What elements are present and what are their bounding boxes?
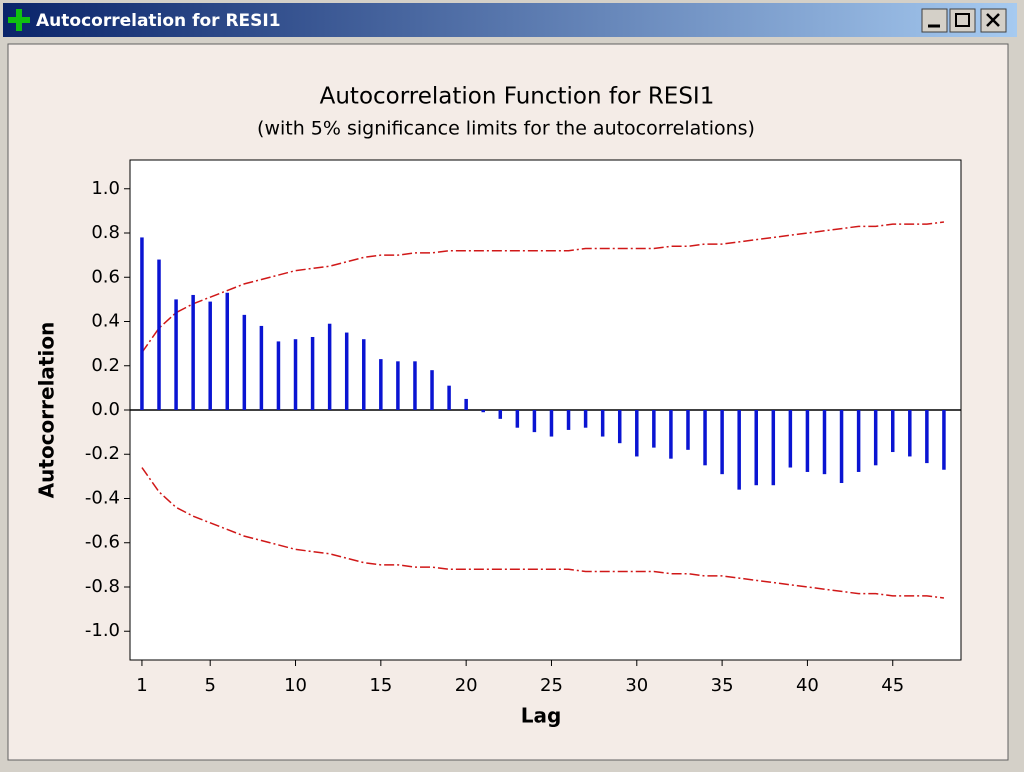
acf-bar bbox=[873, 410, 878, 466]
acf-bar bbox=[720, 410, 724, 475]
y-tick-label: 0.4 bbox=[91, 311, 120, 332]
app-icon bbox=[8, 9, 30, 31]
acf-bar bbox=[669, 410, 673, 459]
acf-bar bbox=[481, 410, 485, 413]
acf-bar bbox=[617, 410, 622, 444]
acf-bar bbox=[242, 314, 247, 410]
y-tick-label: -0.2 bbox=[85, 443, 120, 464]
acf-bar bbox=[276, 341, 281, 410]
acf-bar bbox=[754, 410, 758, 486]
x-tick-label: 20 bbox=[455, 675, 478, 696]
lower-significance-limit bbox=[141, 467, 945, 599]
acf-bar bbox=[600, 410, 605, 437]
y-tick-label: 0.6 bbox=[91, 266, 120, 287]
acf-bar bbox=[396, 361, 400, 410]
acf-bar bbox=[447, 385, 451, 410]
acf-bar bbox=[344, 332, 349, 410]
acf-bar bbox=[839, 410, 844, 484]
acf-bar bbox=[566, 410, 571, 430]
x-tick-label: 35 bbox=[711, 675, 734, 696]
acf-bar bbox=[157, 259, 161, 410]
upper-significance-limit bbox=[141, 221, 945, 353]
acf-bar bbox=[379, 359, 383, 410]
y-tick-label: -0.6 bbox=[85, 532, 120, 553]
acf-bar bbox=[259, 325, 264, 410]
acf-bar bbox=[225, 292, 230, 410]
y-tick-label: -1.0 bbox=[85, 620, 120, 641]
acf-bar bbox=[430, 370, 434, 410]
acf-bar bbox=[771, 410, 776, 486]
acf-bar bbox=[942, 410, 946, 470]
maximize-button[interactable] bbox=[949, 8, 976, 33]
acf-bar bbox=[890, 410, 895, 453]
acf-bar bbox=[532, 410, 537, 433]
acf-bar bbox=[498, 410, 503, 419]
acf-bar bbox=[652, 410, 656, 448]
acf-bar bbox=[362, 339, 366, 410]
x-tick-label: 5 bbox=[204, 675, 215, 696]
acf-bar bbox=[822, 410, 827, 475]
acf-bar bbox=[737, 410, 741, 490]
chart-title: Autocorrelation Function for RESI1 bbox=[320, 84, 715, 110]
x-tick-label: 10 bbox=[284, 675, 307, 696]
acf-bar bbox=[191, 294, 195, 410]
chart-subtitle: (with 5% significance limits for the aut… bbox=[257, 118, 755, 140]
acf-bar bbox=[908, 410, 912, 457]
y-tick-label: 0.0 bbox=[91, 399, 120, 420]
acf-bar bbox=[174, 299, 178, 410]
acf-bar bbox=[293, 339, 298, 410]
window-buttons bbox=[921, 8, 1007, 33]
acf-bar bbox=[140, 237, 144, 410]
acf-bar bbox=[925, 410, 929, 464]
y-tick-label: -0.8 bbox=[85, 576, 120, 597]
acf-bar bbox=[549, 410, 554, 437]
acf-bar bbox=[805, 410, 810, 472]
x-axis-label: Lag bbox=[521, 704, 562, 728]
acf-bar bbox=[703, 410, 707, 466]
minimize-button[interactable] bbox=[921, 8, 948, 33]
acf-bar bbox=[413, 361, 417, 410]
acf-bar bbox=[515, 410, 520, 428]
y-tick-label: 0.8 bbox=[91, 222, 120, 243]
x-tick-label: 15 bbox=[369, 675, 392, 696]
acf-bar bbox=[583, 410, 588, 428]
acf-bar bbox=[310, 336, 315, 410]
x-tick-label: 25 bbox=[540, 675, 563, 696]
acf-bar bbox=[464, 398, 468, 410]
maximize-icon bbox=[955, 13, 970, 27]
acf-bar bbox=[635, 410, 639, 457]
close-icon bbox=[986, 13, 1000, 27]
acf-bar bbox=[856, 410, 861, 472]
x-tick-label: 1 bbox=[136, 675, 147, 696]
y-tick-label: 1.0 bbox=[91, 178, 120, 199]
x-tick-label: 40 bbox=[796, 675, 819, 696]
x-tick-label: 45 bbox=[881, 675, 904, 696]
title-bar bbox=[3, 3, 1017, 37]
x-tick-label: 30 bbox=[625, 675, 648, 696]
acf-bar bbox=[686, 410, 690, 450]
window-title: Autocorrelation for RESI1 bbox=[36, 11, 281, 31]
acf-bar bbox=[788, 410, 793, 468]
acf-bar bbox=[327, 323, 332, 410]
acf-bar bbox=[208, 301, 212, 410]
y-tick-label: 0.2 bbox=[91, 355, 120, 376]
y-axis-label: Autocorrelation bbox=[35, 322, 59, 499]
y-tick-label: -0.4 bbox=[85, 487, 120, 508]
